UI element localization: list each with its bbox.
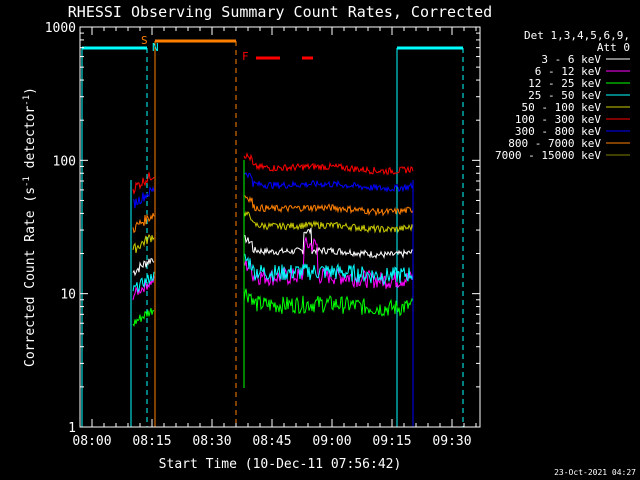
series-line-0-segment-1 xyxy=(132,258,155,277)
legend-header-1: Det 1,3,4,5,6,9, xyxy=(524,29,630,42)
x-axis-label: Start Time (10-Dec-11 07:56:42) xyxy=(159,457,402,472)
series-line-7-segment-1 xyxy=(132,213,155,234)
series-line-3-segment-2 xyxy=(243,253,414,286)
y-tick-labels: 1 10 100 1000 xyxy=(45,21,76,436)
series-line-6-segment-1 xyxy=(132,185,155,209)
series-line-2-segment-1 xyxy=(132,307,155,327)
legend-label-4: 50 - 100 keV xyxy=(522,101,602,114)
legend-header-2: Att 0 xyxy=(597,41,630,54)
x-tick-labels: 08:00 08:15 08:30 08:45 09:00 09:15 09:30 xyxy=(72,434,471,449)
series-line-5-segment-2 xyxy=(243,151,414,175)
series-line-3-segment-1 xyxy=(132,271,155,294)
series-line-1-segment-1 xyxy=(132,275,155,301)
axes-frame xyxy=(79,26,481,428)
legend-label-0: 3 - 6 keV xyxy=(541,53,601,66)
footer-timestamp: 23-Oct-2021 04:27 xyxy=(554,468,636,477)
series-line-4-segment-2 xyxy=(243,210,414,234)
chart-title: RHESSI Observing Summary Count Rates, Co… xyxy=(68,3,492,21)
x-tick-label: 08:00 xyxy=(72,434,111,449)
series-line-5-segment-1 xyxy=(132,172,155,195)
x-tick-label: 09:00 xyxy=(312,434,351,449)
plot-border xyxy=(79,26,481,428)
series-line-4-segment-1 xyxy=(132,233,155,254)
y-axis-label: Corrected Count Rate (s-1 detector-1) xyxy=(22,87,38,367)
x-tick-label: 08:45 xyxy=(252,434,291,449)
y-tick-label: 10 xyxy=(60,288,76,303)
flag-s-label: S xyxy=(141,34,148,47)
legend-label-6: 300 - 800 keV xyxy=(515,125,601,138)
series-line-7-segment-2 xyxy=(243,195,414,217)
flag-f-label: F xyxy=(242,50,249,63)
legend-label-5: 100 - 300 keV xyxy=(515,113,601,126)
y-tick-label: 1000 xyxy=(45,21,76,36)
flag-n-label: N xyxy=(152,41,159,54)
series-line-2-segment-2 xyxy=(243,288,414,317)
series-line-1-segment-2 xyxy=(243,237,414,289)
data-marks: SN F xyxy=(81,34,464,427)
legend-label-8: 7000 - 15000 keV xyxy=(495,149,601,162)
y-tick-label: 100 xyxy=(53,154,76,169)
x-tick-label: 09:15 xyxy=(372,434,411,449)
series-line-6-segment-2 xyxy=(243,172,414,194)
legend-label-7: 800 - 7000 keV xyxy=(508,137,601,150)
legend-label-1: 6 - 12 keV xyxy=(535,65,602,78)
x-tick-label: 08:30 xyxy=(192,434,231,449)
legend-label-3: 25 - 50 keV xyxy=(528,89,601,102)
legend-label-2: 12 - 25 keV xyxy=(528,77,601,90)
x-tick-label: 09:30 xyxy=(432,434,471,449)
series-line-0-segment-2 xyxy=(243,227,414,260)
y-tick-label: 1 xyxy=(68,421,76,436)
x-tick-label: 08:15 xyxy=(132,434,171,449)
